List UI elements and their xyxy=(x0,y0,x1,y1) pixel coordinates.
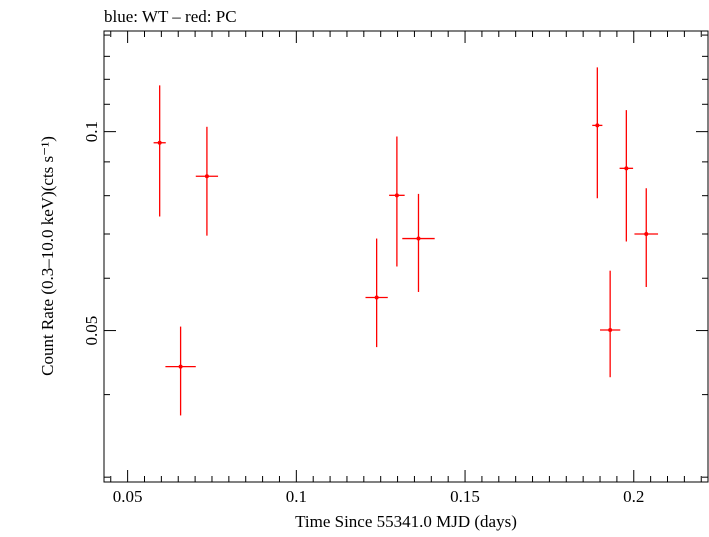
data-point xyxy=(592,67,603,199)
point-marker xyxy=(157,140,162,145)
data-point xyxy=(365,238,388,348)
y-tick-label: 0.1 xyxy=(82,121,101,142)
point-marker xyxy=(595,123,600,128)
data-point xyxy=(195,126,219,236)
x-axis: 0.05 0.1 0.15 0.2 xyxy=(110,31,702,506)
x-tick-label: 0.15 xyxy=(450,487,480,506)
chart-title: blue: WT – red: PC xyxy=(104,7,237,26)
data-point xyxy=(634,188,659,287)
point-marker xyxy=(624,166,629,171)
data-point xyxy=(402,193,435,292)
data-point xyxy=(600,270,621,378)
data-point xyxy=(619,110,634,242)
point-marker xyxy=(608,327,613,332)
point-marker xyxy=(644,232,649,237)
point-marker xyxy=(416,236,421,241)
data-series-pc xyxy=(153,67,659,416)
plot-frame xyxy=(103,30,709,483)
data-point xyxy=(389,136,405,267)
data-point xyxy=(153,85,166,217)
x-tick-label: 0.05 xyxy=(113,487,143,506)
point-marker xyxy=(204,174,209,179)
x-axis-label: Time Since 55341.0 MJD (days) xyxy=(295,512,517,531)
y-axis: 0.05 0.1 xyxy=(82,34,708,478)
point-marker xyxy=(178,364,183,369)
point-marker xyxy=(374,295,379,300)
y-axis-label: Count Rate (0.3–10.0 keV)(cts s⁻¹) xyxy=(38,136,57,376)
x-tick-label: 0.2 xyxy=(623,487,644,506)
x-tick-label: 0.1 xyxy=(286,487,307,506)
data-point xyxy=(165,326,196,416)
point-marker xyxy=(394,193,399,198)
y-tick-label: 0.05 xyxy=(82,316,101,346)
